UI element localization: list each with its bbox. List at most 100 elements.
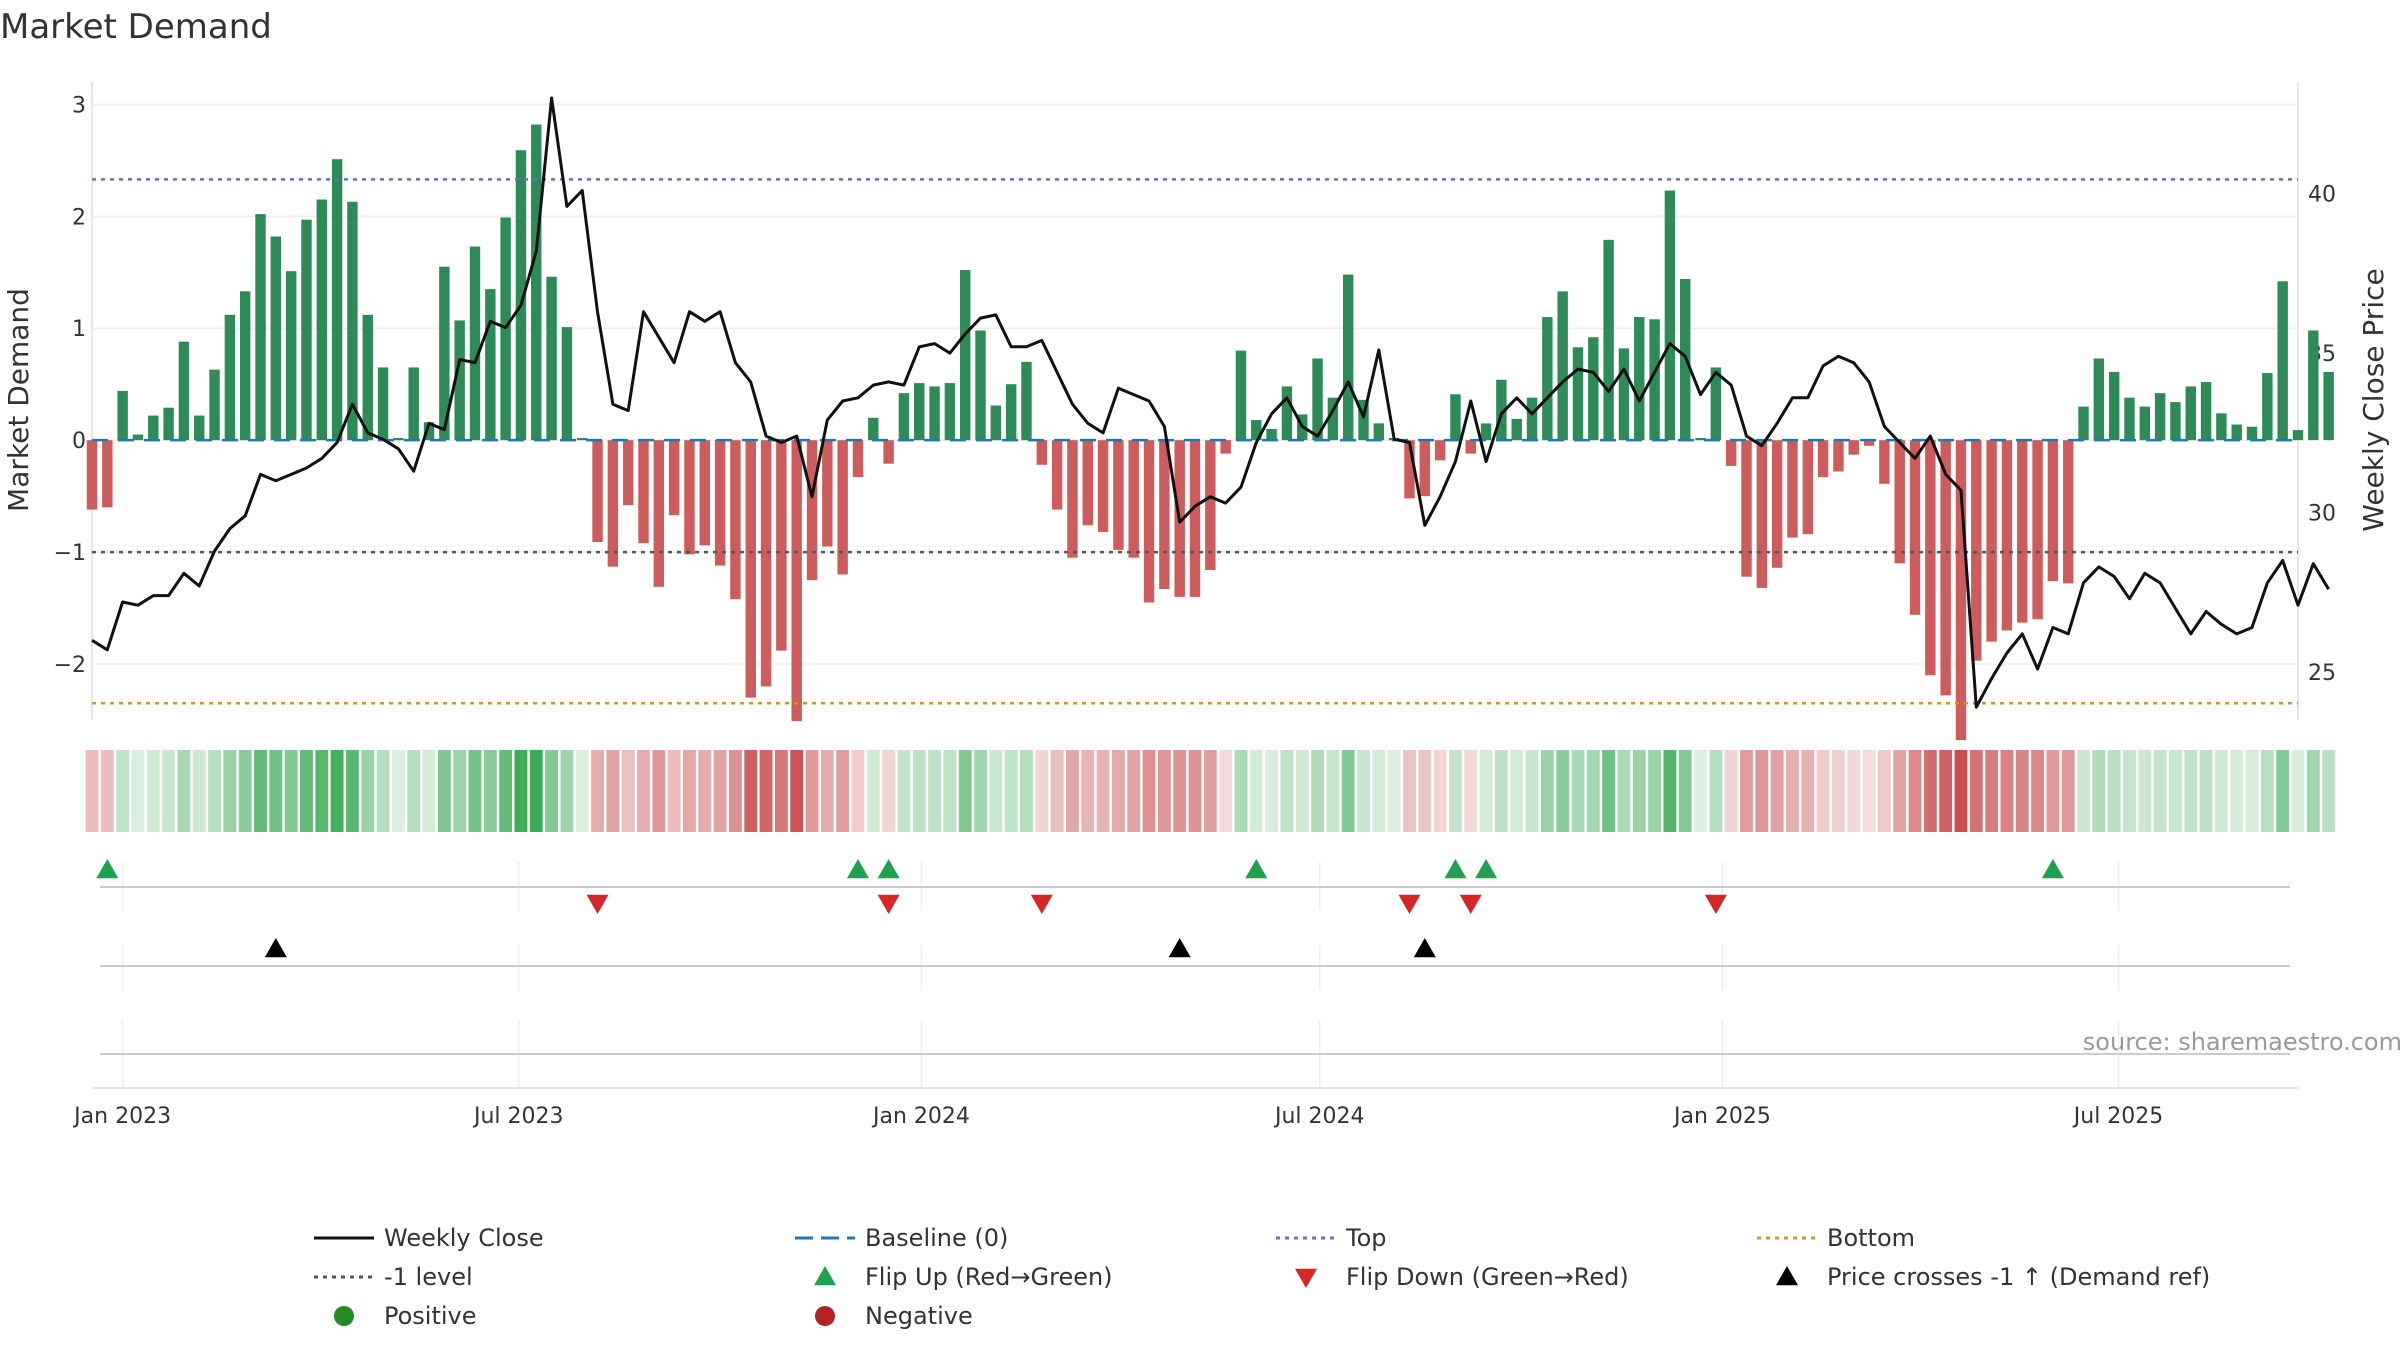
demand-bar bbox=[1863, 440, 1875, 446]
demand-bars bbox=[86, 124, 2334, 741]
demand-bar bbox=[1511, 418, 1522, 441]
heat-cell bbox=[223, 750, 237, 832]
demand-bar bbox=[2093, 358, 2105, 441]
chart-title: Market Demand bbox=[0, 7, 272, 47]
heat-cell bbox=[882, 750, 896, 832]
legend-label: Price crosses -1 ↑ (Demand ref) bbox=[1827, 1263, 2210, 1291]
heat-cell bbox=[1127, 750, 1141, 832]
heat-cell bbox=[774, 750, 788, 832]
demand-bar bbox=[1526, 397, 1538, 441]
heat-cell bbox=[1831, 750, 1845, 832]
price-cross-marker bbox=[1413, 938, 1436, 958]
heat-cell bbox=[2015, 750, 2029, 832]
y-tick-label: −1 bbox=[54, 541, 86, 566]
y-tick-label: 3 bbox=[72, 93, 86, 118]
heat-cell bbox=[851, 750, 865, 832]
heat-cell bbox=[575, 750, 589, 832]
heat-cell bbox=[2077, 750, 2090, 832]
demand-bar bbox=[2277, 281, 2288, 441]
heat-cell bbox=[1265, 750, 1279, 832]
x-tick-label: Jul 2023 bbox=[472, 1104, 564, 1129]
demand-bar bbox=[1128, 440, 1139, 558]
heat-cell bbox=[1862, 750, 1876, 832]
heat-cell bbox=[1433, 750, 1447, 832]
flip-down-marker bbox=[1704, 894, 1727, 914]
demand-bar bbox=[1925, 440, 1936, 676]
demand-bar bbox=[2246, 426, 2258, 441]
heat-cell bbox=[361, 750, 375, 832]
heat-cell bbox=[1877, 750, 1891, 832]
heat-cell bbox=[300, 750, 313, 832]
x-tick-label: Jan 2024 bbox=[871, 1104, 970, 1129]
flip-down-marker bbox=[1030, 894, 1053, 914]
demand-bar bbox=[1909, 440, 1921, 615]
heat-cell bbox=[1709, 750, 1723, 832]
heat-cell bbox=[1632, 750, 1646, 832]
y-ticks: 3 2 1 0 −1 −2 bbox=[54, 93, 86, 678]
demand-bar bbox=[1419, 440, 1431, 497]
heat-cell bbox=[514, 750, 528, 832]
heat-cell bbox=[1923, 750, 1937, 832]
demand-bar bbox=[776, 440, 787, 651]
heat-cell bbox=[422, 750, 436, 832]
heat-cell bbox=[621, 750, 635, 832]
heat-cell bbox=[254, 750, 267, 832]
heat-cell bbox=[192, 750, 206, 832]
heat-cell bbox=[1479, 750, 1493, 832]
heat-cell bbox=[1985, 750, 1999, 832]
heat-cell bbox=[1448, 750, 1462, 832]
demand-bar bbox=[1710, 367, 1722, 441]
demand-bar bbox=[1848, 440, 1859, 455]
demand-bar bbox=[239, 291, 251, 441]
demand-bar bbox=[546, 276, 557, 441]
heat-cell bbox=[284, 750, 298, 832]
demand-bar bbox=[1986, 440, 1997, 642]
demand-bar bbox=[1496, 379, 1507, 441]
heat-cell bbox=[1724, 750, 1738, 832]
demand-bar bbox=[883, 440, 894, 464]
heat-cell bbox=[1678, 750, 1692, 832]
heat-cell bbox=[238, 750, 252, 832]
heat-cell bbox=[606, 750, 620, 832]
heat-cell bbox=[2153, 750, 2167, 832]
demand-bar bbox=[469, 246, 481, 441]
heat-cell bbox=[1372, 750, 1386, 832]
demand-bar bbox=[1664, 190, 1676, 441]
legend-label: Top bbox=[1345, 1224, 1387, 1252]
demand-bar bbox=[1327, 397, 1339, 441]
heat-cell bbox=[1954, 750, 1968, 832]
legend-label: Negative bbox=[865, 1302, 973, 1330]
heat-cell bbox=[1770, 750, 1784, 832]
demand-bar bbox=[2124, 397, 2135, 441]
flip-up-marker bbox=[1444, 859, 1467, 879]
heat-cell bbox=[100, 750, 114, 832]
legend-label: Bottom bbox=[1827, 1224, 1915, 1252]
demand-bar bbox=[1480, 423, 1492, 441]
demand-bar bbox=[1756, 440, 1768, 588]
heat-cell bbox=[1586, 750, 1600, 832]
demand-bar bbox=[561, 327, 573, 441]
demand-bar bbox=[1572, 347, 1584, 441]
legend-marker bbox=[334, 1306, 354, 1326]
heat-cell bbox=[1648, 750, 1662, 832]
heat-cell bbox=[131, 750, 145, 832]
heat-strip bbox=[85, 750, 2336, 832]
heat-cell bbox=[958, 750, 972, 832]
legend-marker bbox=[1776, 1266, 1798, 1286]
demand-bar bbox=[1725, 440, 1737, 466]
heat-cell bbox=[1525, 750, 1539, 832]
heat-cell bbox=[1050, 750, 1064, 832]
demand-bar bbox=[439, 266, 450, 441]
demand-bar bbox=[929, 386, 940, 441]
demand-bar bbox=[2062, 440, 2074, 584]
heat-cell bbox=[805, 750, 819, 832]
heat-cell bbox=[483, 750, 497, 832]
flip-down-marker bbox=[586, 894, 609, 914]
demand-bar bbox=[1358, 399, 1369, 441]
heat-cell bbox=[391, 750, 405, 832]
heat-cell bbox=[1020, 750, 1033, 832]
demand-bar bbox=[515, 150, 527, 441]
demand-bar bbox=[1940, 440, 1951, 696]
heat-cell bbox=[1464, 750, 1478, 832]
heat-cell bbox=[2046, 750, 2060, 832]
